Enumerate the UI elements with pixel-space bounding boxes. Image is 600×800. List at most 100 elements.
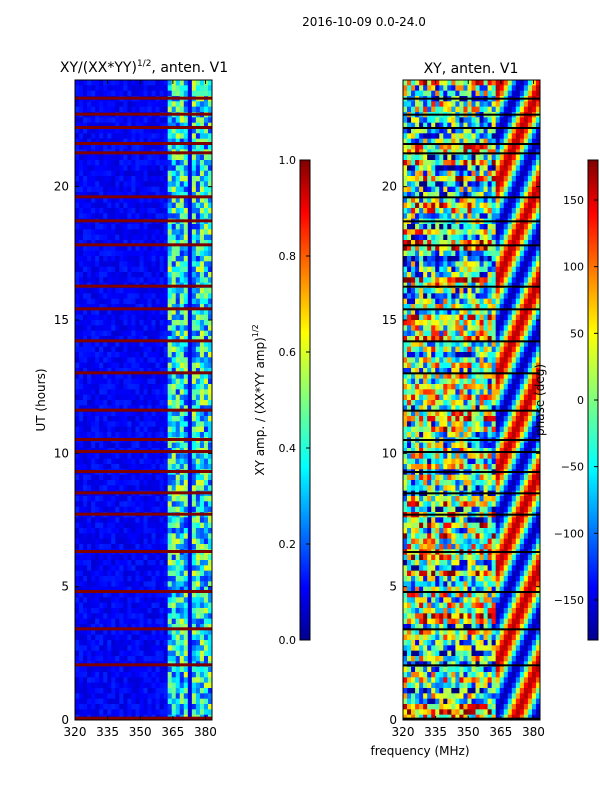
left-heatmap-cell: [191, 261, 197, 267]
left-heatmap-cell: [87, 341, 92, 347]
left-heatmap-cell: [91, 581, 96, 587]
right-heatmap-cell: [415, 101, 420, 107]
left-heatmap-cell: [147, 480, 152, 486]
left-heatmap-cell: [207, 90, 212, 97]
right-heatmap-cell: [483, 154, 488, 161]
left-heatmap-cell: [203, 533, 209, 539]
left-heatmap-cell: [151, 170, 156, 177]
left-heatmap-cell: [103, 416, 108, 422]
right-heatmap-cell: [503, 80, 509, 86]
left-heatmap-cell: [127, 117, 132, 123]
left-heatmap-cell: [123, 544, 128, 550]
left-heatmap-cell: [107, 154, 112, 161]
right-heatmap-cell: [411, 117, 416, 123]
left-heatmap-cell: [171, 170, 177, 177]
left-heatmap-cell: [207, 410, 212, 417]
left-heatmap-cell: [139, 320, 144, 326]
left-heatmap-cell: [187, 346, 193, 353]
left-heatmap-cell: [111, 613, 116, 619]
left-heatmap-cell: [115, 304, 120, 310]
left-heatmap-cell: [207, 384, 212, 390]
left-heatmap-cell: [139, 202, 144, 209]
left-heatmap-cell: [199, 208, 205, 214]
left-heatmap-cell: [163, 256, 168, 262]
right-heatmap-cell: [439, 85, 444, 91]
left-heatmap-cell: [143, 453, 148, 459]
left-heatmap-cell: [103, 266, 108, 273]
left-heatmap-cell: [195, 480, 201, 486]
left-heatmap-cell: [119, 442, 124, 449]
left-heatmap-cell: [127, 560, 132, 566]
right-heatmap-cell: [419, 170, 424, 177]
left-heatmap-cell: [115, 213, 120, 219]
right-heatmap-cell: [435, 176, 440, 182]
left-panel-title: XY/(XX*YY)1/2, anten. V1: [60, 59, 228, 76]
right-heatmap-cell: [455, 186, 460, 193]
left-heatmap-cell: [131, 170, 136, 177]
left-heatmap-cell: [171, 464, 177, 470]
right-heatmap-cell: [463, 197, 468, 203]
left-heatmap-cell: [131, 133, 136, 139]
left-heatmap-cell: [175, 245, 181, 251]
left-heatmap-cell: [99, 682, 104, 689]
left-heatmap-cell: [91, 634, 96, 641]
left-heatmap-cell: [91, 394, 96, 401]
left-heatmap-cell: [163, 688, 168, 694]
right-heatmap-cell: [495, 186, 501, 193]
left-heatmap-cell: [135, 576, 140, 582]
right-heatmap-cell: [407, 144, 412, 150]
left-heatmap-cell: [135, 202, 140, 209]
left-heatmap-cell: [135, 704, 140, 710]
left-heatmap-cell: [83, 544, 88, 550]
left-heatmap-cell: [135, 154, 140, 161]
right-heatmap-cell: [527, 160, 533, 166]
left-heatmap-cell: [147, 90, 152, 97]
left-heatmap-cell: [135, 432, 140, 438]
left-heatmap-cell: [143, 160, 148, 166]
left-heatmap-cell: [111, 213, 116, 219]
left-heatmap-cell: [163, 272, 168, 278]
right-heatmap-cell: [463, 106, 468, 113]
right-heatmap-cell: [523, 106, 529, 113]
left-heatmap-cell: [87, 474, 92, 481]
right-heatmap-cell: [531, 128, 537, 134]
left-heatmap-cell: [131, 528, 136, 534]
left-heatmap-cell: [79, 517, 84, 523]
left-heatmap-cell: [95, 208, 100, 214]
right-heatmap-cell: [527, 197, 533, 203]
left-heatmap-cell: [207, 693, 212, 699]
left-heatmap-cell: [163, 106, 168, 113]
left-heatmap-cell: [119, 704, 124, 710]
left-heatmap-cell: [179, 704, 185, 710]
left-heatmap-cell: [167, 138, 173, 145]
left-heatmap-cell: [163, 288, 168, 294]
left-heatmap-cell: [75, 709, 80, 715]
right-heatmap-cell: [515, 192, 521, 198]
right-heatmap-cell: [435, 106, 440, 113]
left-heatmap-cell: [83, 154, 88, 161]
left-heatmap-cell: [151, 613, 156, 619]
left-heatmap-cell: [115, 154, 120, 161]
left-heatmap-cell: [159, 106, 164, 113]
left-heatmap-cell: [207, 634, 212, 641]
left-heatmap-cell: [151, 314, 156, 321]
left-heatmap-cell: [159, 357, 164, 363]
left-heatmap-cell: [123, 234, 128, 241]
left-heatmap-cell: [167, 245, 173, 251]
left-heatmap-cell: [119, 618, 124, 625]
left-heatmap-cell: [83, 597, 88, 603]
left-heatmap-cell: [107, 272, 112, 278]
left-heatmap-cell: [91, 560, 96, 566]
left-heatmap-cell: [187, 586, 193, 593]
left-heatmap-cell: [143, 298, 148, 305]
left-heatmap-cell: [75, 650, 80, 657]
left-heatmap-cell: [203, 245, 209, 251]
left-heatmap-cell: [167, 272, 173, 278]
left-heatmap-cell: [155, 352, 160, 358]
left-heatmap-cell: [127, 394, 132, 401]
left-heatmap-cell: [131, 458, 136, 465]
right-heatmap-cell: [455, 80, 460, 86]
left-heatmap-cell: [87, 544, 92, 550]
left-heatmap-cell: [107, 138, 112, 145]
left-heatmap-cell: [183, 106, 189, 113]
